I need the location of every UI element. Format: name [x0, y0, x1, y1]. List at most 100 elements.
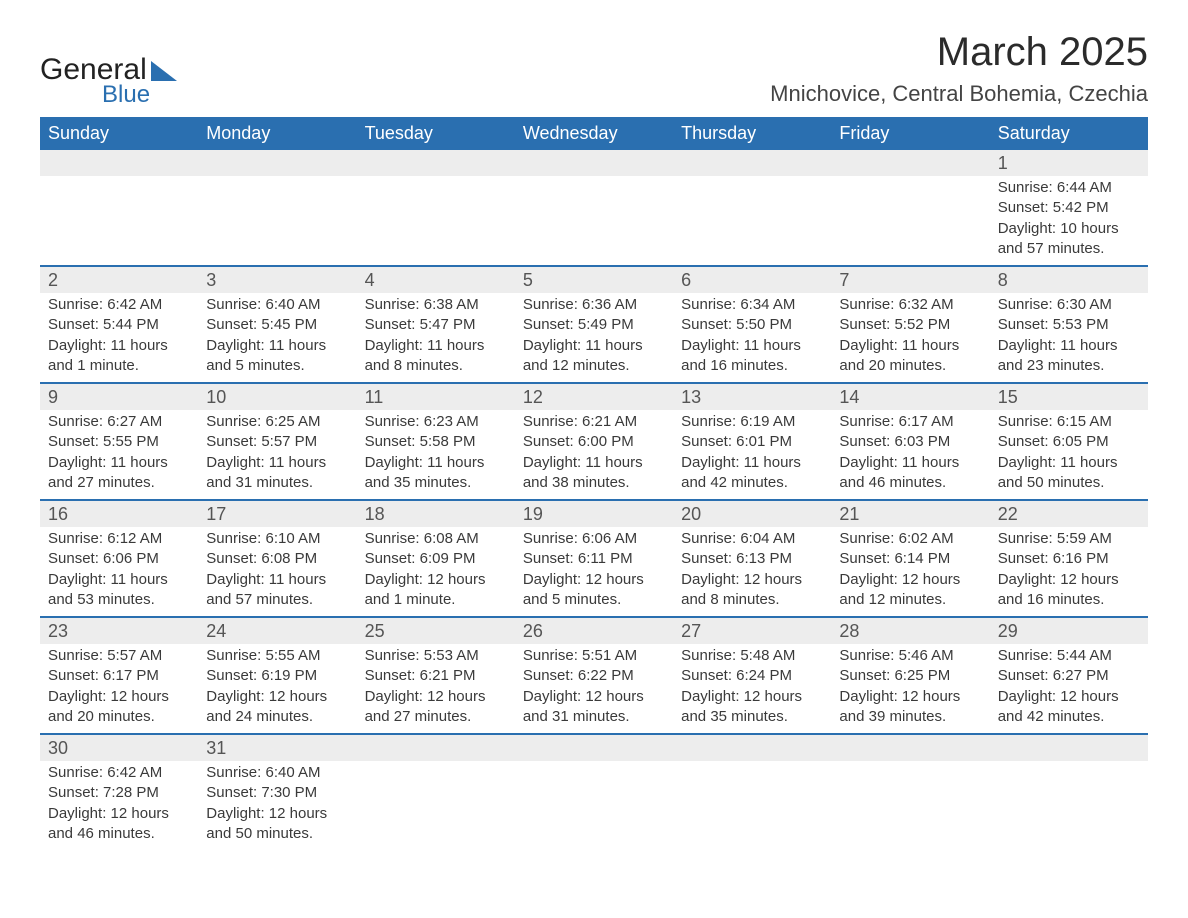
sunrise-text: Sunrise: 6:21 AM — [523, 412, 665, 432]
day-cell-body: Sunrise: 5:46 AMSunset: 6:25 PMDaylight:… — [831, 644, 989, 733]
day-number: 3 — [198, 267, 356, 293]
day-cell-body: Sunrise: 5:48 AMSunset: 6:24 PMDaylight:… — [673, 644, 831, 733]
sunset-text: Sunset: 6:25 PM — [839, 666, 981, 686]
day-cell-body: Sunrise: 6:42 AMSunset: 7:28 PMDaylight:… — [40, 761, 198, 850]
daynum-row: 1 — [40, 150, 1148, 176]
week-row: Sunrise: 6:42 AMSunset: 5:44 PMDaylight:… — [40, 293, 1148, 383]
sunset-text: Sunset: 6:08 PM — [206, 549, 348, 569]
day-cell: Sunrise: 6:21 AMSunset: 6:00 PMDaylight:… — [515, 410, 673, 500]
sunset-text: Sunset: 6:01 PM — [681, 432, 823, 452]
day-number-cell: 10 — [198, 383, 356, 410]
daylight1-text: Daylight: 12 hours — [998, 570, 1140, 590]
daylight2-text: and 31 minutes. — [523, 707, 665, 727]
calendar-body: 1Sunrise: 6:44 AMSunset: 5:42 PMDaylight… — [40, 150, 1148, 850]
day-number-cell: 28 — [831, 617, 989, 644]
day-cell-body: Sunrise: 6:21 AMSunset: 6:00 PMDaylight:… — [515, 410, 673, 499]
day-cell: Sunrise: 6:36 AMSunset: 5:49 PMDaylight:… — [515, 293, 673, 383]
day-number: 15 — [990, 384, 1148, 410]
day-number: 30 — [40, 735, 198, 761]
daylight2-text: and 12 minutes. — [839, 590, 981, 610]
day-cell: Sunrise: 6:42 AMSunset: 7:28 PMDaylight:… — [40, 761, 198, 850]
daynum-row: 23242526272829 — [40, 617, 1148, 644]
day-cell-body: Sunrise: 6:04 AMSunset: 6:13 PMDaylight:… — [673, 527, 831, 616]
day-number: 4 — [357, 267, 515, 293]
daylight2-text: and 50 minutes. — [206, 824, 348, 844]
daylight1-text: Daylight: 12 hours — [681, 687, 823, 707]
day-cell: Sunrise: 6:15 AMSunset: 6:05 PMDaylight:… — [990, 410, 1148, 500]
sunrise-text: Sunrise: 5:55 AM — [206, 646, 348, 666]
daylight2-text: and 38 minutes. — [523, 473, 665, 493]
daylight1-text: Daylight: 11 hours — [523, 336, 665, 356]
empty-daynum — [357, 150, 515, 176]
sunset-text: Sunset: 5:57 PM — [206, 432, 348, 452]
sunset-text: Sunset: 7:28 PM — [48, 783, 190, 803]
sunset-text: Sunset: 6:03 PM — [839, 432, 981, 452]
day-number-cell: 1 — [990, 150, 1148, 176]
day-cell: Sunrise: 6:04 AMSunset: 6:13 PMDaylight:… — [673, 527, 831, 617]
day-cell-body: Sunrise: 6:40 AMSunset: 5:45 PMDaylight:… — [198, 293, 356, 382]
day-number: 2 — [40, 267, 198, 293]
daylight1-text: Daylight: 11 hours — [681, 336, 823, 356]
day-number-cell: 30 — [40, 734, 198, 761]
sunrise-text: Sunrise: 5:48 AM — [681, 646, 823, 666]
sunrise-text: Sunrise: 6:42 AM — [48, 295, 190, 315]
daylight2-text: and 50 minutes. — [998, 473, 1140, 493]
empty-cell — [673, 176, 831, 266]
day-cell-body: Sunrise: 5:59 AMSunset: 6:16 PMDaylight:… — [990, 527, 1148, 616]
location-text: Mnichovice, Central Bohemia, Czechia — [770, 81, 1148, 107]
day-header: Wednesday — [515, 117, 673, 150]
daylight2-text: and 1 minute. — [48, 356, 190, 376]
daylight1-text: Daylight: 12 hours — [48, 804, 190, 824]
day-cell-body: Sunrise: 6:25 AMSunset: 5:57 PMDaylight:… — [198, 410, 356, 499]
sunset-text: Sunset: 6:14 PM — [839, 549, 981, 569]
daylight2-text: and 24 minutes. — [206, 707, 348, 727]
day-number: 22 — [990, 501, 1148, 527]
day-cell: Sunrise: 5:59 AMSunset: 6:16 PMDaylight:… — [990, 527, 1148, 617]
day-number: 27 — [673, 618, 831, 644]
daylight1-text: Daylight: 12 hours — [839, 687, 981, 707]
day-number: 7 — [831, 267, 989, 293]
day-cell-body: Sunrise: 6:44 AMSunset: 5:42 PMDaylight:… — [990, 176, 1148, 265]
day-number: 6 — [673, 267, 831, 293]
day-number: 20 — [673, 501, 831, 527]
day-number-cell: 29 — [990, 617, 1148, 644]
empty-cell — [357, 176, 515, 266]
daylight2-text: and 27 minutes. — [48, 473, 190, 493]
day-cell-body: Sunrise: 6:12 AMSunset: 6:06 PMDaylight:… — [40, 527, 198, 616]
page-title: March 2025 — [770, 30, 1148, 75]
day-number: 9 — [40, 384, 198, 410]
day-cell-body: Sunrise: 6:38 AMSunset: 5:47 PMDaylight:… — [357, 293, 515, 382]
empty-daynum — [515, 735, 673, 761]
week-row: Sunrise: 6:44 AMSunset: 5:42 PMDaylight:… — [40, 176, 1148, 266]
daylight1-text: Daylight: 11 hours — [206, 570, 348, 590]
day-cell-body: Sunrise: 5:55 AMSunset: 6:19 PMDaylight:… — [198, 644, 356, 733]
day-number: 23 — [40, 618, 198, 644]
daylight2-text: and 20 minutes. — [48, 707, 190, 727]
daynum-row: 2345678 — [40, 266, 1148, 293]
day-number: 26 — [515, 618, 673, 644]
day-cell-body: Sunrise: 6:23 AMSunset: 5:58 PMDaylight:… — [357, 410, 515, 499]
daylight1-text: Daylight: 12 hours — [206, 687, 348, 707]
empty-daynum-cell — [357, 734, 515, 761]
day-cell: Sunrise: 5:53 AMSunset: 6:21 PMDaylight:… — [357, 644, 515, 734]
sunset-text: Sunset: 5:47 PM — [365, 315, 507, 335]
empty-daynum — [198, 150, 356, 176]
daylight1-text: Daylight: 11 hours — [365, 453, 507, 473]
logo-text-blue: Blue — [102, 83, 177, 107]
sunrise-text: Sunrise: 5:46 AM — [839, 646, 981, 666]
sunrise-text: Sunrise: 6:25 AM — [206, 412, 348, 432]
day-number-cell: 21 — [831, 500, 989, 527]
day-number-cell: 17 — [198, 500, 356, 527]
sunset-text: Sunset: 5:45 PM — [206, 315, 348, 335]
day-number: 14 — [831, 384, 989, 410]
day-number: 31 — [198, 735, 356, 761]
daylight2-text: and 39 minutes. — [839, 707, 981, 727]
day-cell: Sunrise: 6:27 AMSunset: 5:55 PMDaylight:… — [40, 410, 198, 500]
day-number-cell: 31 — [198, 734, 356, 761]
day-header: Monday — [198, 117, 356, 150]
day-number-cell: 15 — [990, 383, 1148, 410]
day-number-cell: 8 — [990, 266, 1148, 293]
sunrise-text: Sunrise: 6:30 AM — [998, 295, 1140, 315]
day-cell: Sunrise: 6:10 AMSunset: 6:08 PMDaylight:… — [198, 527, 356, 617]
sunset-text: Sunset: 6:17 PM — [48, 666, 190, 686]
